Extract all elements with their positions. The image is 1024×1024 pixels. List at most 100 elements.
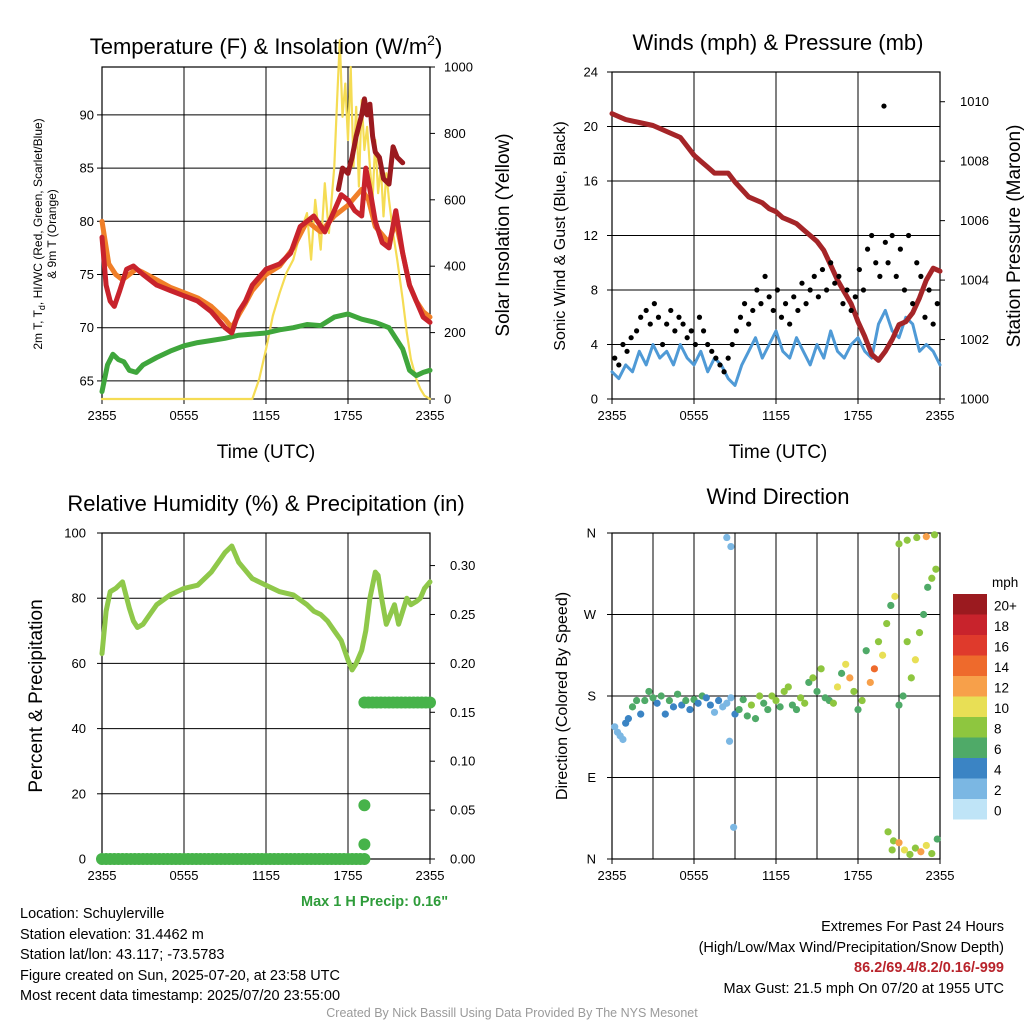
gust-point xyxy=(918,273,924,279)
direction-point xyxy=(883,619,891,628)
gust-point xyxy=(705,341,711,348)
gust-point xyxy=(774,287,780,293)
gust-point xyxy=(832,280,838,286)
y-tick-label-left: 60 xyxy=(72,656,86,671)
y-tick-label-left: E xyxy=(587,770,596,785)
direction-point xyxy=(838,669,846,677)
x-tick-label: 2355 xyxy=(598,868,627,883)
y-tick-label-right: 200 xyxy=(444,325,466,340)
y-axis-label-left: Direction (Colored By Speed) xyxy=(554,592,571,800)
y-tick-label-left: 65 xyxy=(80,373,94,388)
gust-point xyxy=(651,301,657,307)
direction-point xyxy=(694,699,702,707)
direction-point xyxy=(887,601,895,610)
direction-point xyxy=(702,694,710,702)
gust-point xyxy=(696,314,703,320)
gust-point xyxy=(910,301,916,307)
legend-swatch xyxy=(953,778,987,799)
gust-point xyxy=(791,294,797,300)
x-tick-label: 1755 xyxy=(334,868,363,883)
direction-point xyxy=(628,703,637,711)
direction-point xyxy=(669,703,678,711)
gust-point xyxy=(668,307,674,314)
gust-point xyxy=(664,321,670,327)
y-tick-label-right: 1008 xyxy=(960,154,989,169)
gust-point xyxy=(647,321,653,327)
gust-point xyxy=(885,260,891,266)
y-tick-label-right: 0.25 xyxy=(450,607,475,622)
gust-point xyxy=(844,287,850,293)
x-tick-label: 1755 xyxy=(844,868,873,883)
series-pressure xyxy=(609,111,943,363)
y-tick-label-left: 12 xyxy=(584,228,598,243)
legend-swatch xyxy=(953,655,987,676)
y-tick-label-right: 1006 xyxy=(960,213,989,228)
gust-point xyxy=(721,369,727,375)
direction-point xyxy=(895,540,903,548)
gust-point xyxy=(634,328,640,334)
max-precip-label: Max 1 H Precip: 0.16" xyxy=(301,894,449,910)
gust-point xyxy=(864,246,871,252)
gust-point xyxy=(770,307,776,314)
x-tick-label: 1155 xyxy=(762,868,790,883)
gust-point xyxy=(882,239,888,245)
gust-point xyxy=(856,266,862,273)
legend-swatch xyxy=(953,614,987,635)
direction-point xyxy=(829,699,838,707)
direction-point xyxy=(797,694,805,702)
legend-swatch xyxy=(953,594,987,615)
direction-point xyxy=(661,710,669,718)
gust-point xyxy=(836,273,842,279)
y-tick-label-left: 85 xyxy=(80,161,94,176)
direction-point xyxy=(619,735,627,744)
gust-point xyxy=(684,335,690,341)
gust-point xyxy=(828,260,834,266)
direction-point xyxy=(917,848,925,856)
direction-point xyxy=(715,696,723,705)
x-tick-label: 1755 xyxy=(844,408,873,423)
gust-point xyxy=(840,301,846,307)
y-tick-label-left: N xyxy=(587,852,596,867)
direction-point xyxy=(903,638,911,646)
direction-point xyxy=(900,846,909,854)
x-tick-label: 0555 xyxy=(170,868,199,883)
direction-point xyxy=(657,692,665,700)
gust-point xyxy=(881,103,887,109)
direction-point xyxy=(751,715,760,723)
gust-point xyxy=(746,321,752,327)
legend-label: 2 xyxy=(994,783,1002,798)
x-tick-label: 1755 xyxy=(334,408,363,423)
direction-point xyxy=(913,533,921,542)
direction-point xyxy=(772,696,780,705)
gust-point xyxy=(901,287,908,293)
gust-point xyxy=(799,280,805,286)
gust-point xyxy=(889,232,895,239)
series-rh xyxy=(99,543,433,673)
y-axis-label-left: 2m T, Td, HI/WC (Red, Green, Scarlet/Blu… xyxy=(31,118,47,349)
gust-point xyxy=(692,341,698,348)
x-tick-label: 2355 xyxy=(926,868,955,883)
legend-swatch xyxy=(953,717,987,738)
direction-point xyxy=(764,705,772,714)
direction-point xyxy=(784,683,792,691)
x-tick-label: 0555 xyxy=(680,868,709,883)
x-tick-label: 0555 xyxy=(170,408,199,423)
legend-swatch xyxy=(953,758,987,779)
y-axis-label-right: Station Pressure (Maroon) xyxy=(1004,125,1024,348)
gust-point xyxy=(758,301,764,307)
direction-point xyxy=(682,696,690,705)
direction-point xyxy=(727,694,735,702)
legend-label: 18 xyxy=(994,619,1009,634)
gust-point xyxy=(823,287,830,293)
elevation-text: Station elevation: 31.4462 m xyxy=(20,926,204,943)
gust-point xyxy=(676,314,682,320)
direction-point xyxy=(792,705,801,714)
y-tick-label-right: 0 xyxy=(444,392,451,407)
x-axis-label: Time (UTC) xyxy=(729,442,828,463)
extremes-title: Extremes For Past 24 Hours xyxy=(821,919,1004,935)
gust-point xyxy=(782,301,789,307)
direction-point xyxy=(624,715,633,723)
legend-swatch xyxy=(953,676,987,697)
direction-point xyxy=(723,533,731,542)
